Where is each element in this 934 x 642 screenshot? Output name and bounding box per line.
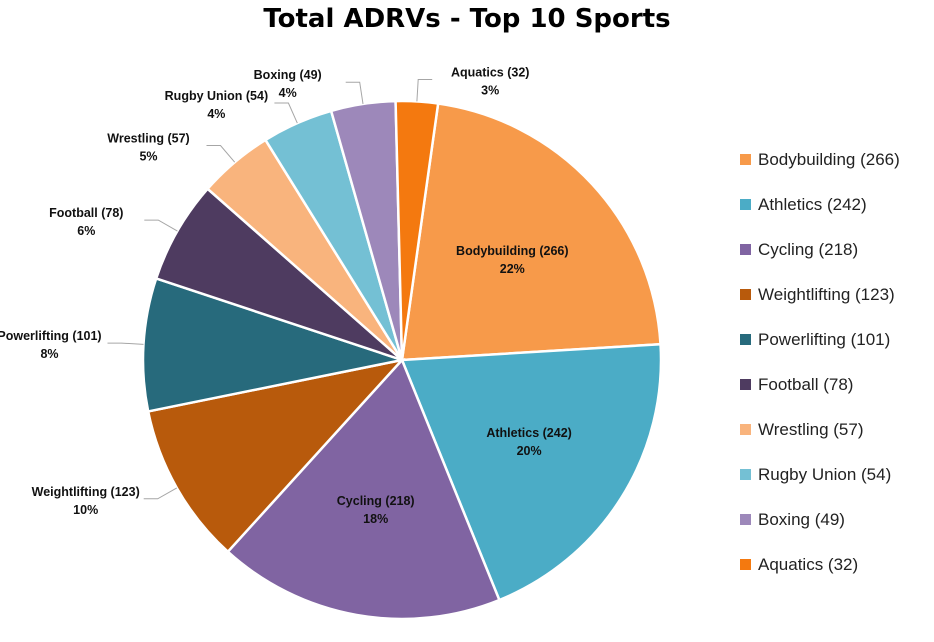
legend-item-boxing: Boxing (49) — [740, 497, 900, 542]
legend-item-rugby-union: Rugby Union (54) — [740, 452, 900, 497]
leader-line-football — [144, 219, 178, 232]
legend-swatch — [740, 469, 751, 480]
legend-label: Powerlifting (101) — [758, 329, 891, 349]
data-label-weightlifting: Weightlifting (123) — [32, 485, 140, 499]
pie-slice-powerlifting — [141, 276, 407, 413]
data-label-football: Football (78) — [49, 206, 123, 220]
data-label-cycling: Cycling (218) — [337, 494, 415, 508]
legend-label: Boxing (49) — [758, 509, 845, 529]
legend-swatch — [740, 424, 751, 435]
legend-label: Bodybuilding (266) — [758, 149, 900, 169]
pie-slice-cycling — [226, 357, 501, 621]
percent-label-rugby-union: 4% — [207, 107, 225, 121]
leader-line-boxing — [345, 81, 364, 104]
legend-item-aquatics: Aquatics (32) — [740, 542, 900, 587]
pie-slice-athletics — [400, 342, 663, 602]
leader-line-aquatics — [416, 79, 433, 102]
legend-item-powerlifting: Powerlifting (101) — [740, 317, 900, 362]
legend-swatch — [740, 514, 751, 525]
data-label-bodybuilding: Bodybuilding (266) — [456, 244, 569, 258]
percent-label-boxing: 4% — [279, 86, 297, 100]
leader-line-powerlifting — [107, 342, 144, 345]
data-label-athletics: Athletics (242) — [486, 426, 571, 440]
percent-label-athletics: 20% — [517, 444, 542, 458]
data-label-boxing: Boxing (49) — [254, 68, 322, 82]
legend-swatch — [740, 244, 751, 255]
legend-item-football: Football (78) — [740, 362, 900, 407]
legend-label: Football (78) — [758, 374, 854, 394]
legend-swatch — [740, 379, 751, 390]
leader-line-rugby-union — [274, 102, 298, 124]
percent-label-football: 6% — [77, 224, 95, 238]
chart-legend: Bodybuilding (266) Athletics (242) Cycling… — [740, 137, 900, 587]
data-label-powerlifting: Powerlifting (101) — [0, 329, 102, 343]
pie-slice-weightlifting — [146, 358, 406, 554]
legend-swatch — [740, 154, 751, 165]
legend-item-bodybuilding: Bodybuilding (266) — [740, 137, 900, 182]
legend-label: Athletics (242) — [758, 194, 867, 214]
leader-line-weightlifting — [143, 487, 178, 500]
legend-label: Aquatics (32) — [758, 554, 859, 574]
data-label-wrestling: Wrestling (57) — [107, 132, 189, 146]
legend-item-cycling: Cycling (218) — [740, 227, 900, 272]
pie-slice-bodybuilding — [400, 102, 662, 362]
percent-label-cycling: 18% — [363, 512, 388, 526]
percent-label-powerlifting: 8% — [40, 347, 58, 361]
legend-item-wrestling: Wrestling (57) — [740, 407, 900, 452]
percent-label-bodybuilding: 22% — [500, 262, 525, 276]
percent-label-aquatics: 3% — [481, 84, 499, 98]
legend-label: Weightlifting (123) — [758, 284, 895, 304]
data-label-rugby-union: Rugby Union (54) — [165, 89, 268, 103]
chart-title: Total ADRVs - Top 10 Sports — [263, 4, 671, 34]
data-label-aquatics: Aquatics (32) — [451, 66, 530, 80]
leader-line-wrestling — [206, 145, 236, 163]
legend-label: Cycling (218) — [758, 239, 859, 259]
percent-label-wrestling: 5% — [139, 150, 157, 164]
pie-slice-aquatics — [394, 99, 440, 361]
percent-label-weightlifting: 10% — [73, 503, 98, 517]
legend-label: Wrestling (57) — [758, 419, 864, 439]
legend-swatch — [740, 334, 751, 345]
legend-swatch — [740, 289, 751, 300]
legend-label: Rugby Union (54) — [758, 464, 892, 484]
legend-item-weightlifting: Weightlifting (123) — [740, 272, 900, 317]
legend-item-athletics: Athletics (242) — [740, 182, 900, 227]
legend-swatch — [740, 559, 751, 570]
legend-swatch — [740, 199, 751, 210]
